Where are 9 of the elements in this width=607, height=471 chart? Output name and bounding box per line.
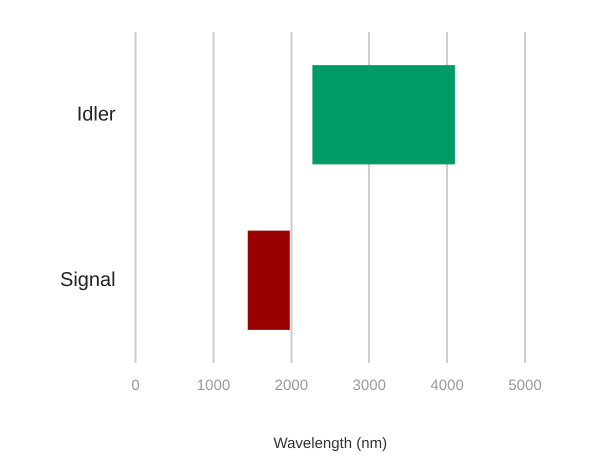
x-tick-label: 5000 [508,377,542,394]
x-tick-label: 3000 [352,377,386,394]
x-tick-label: 2000 [274,377,308,394]
x-tick-label: 0 [131,377,140,394]
y-tick-label: Idler [76,103,116,126]
x-tick-label: 4000 [430,377,464,394]
x-axis-title: Wavelength (nm) [273,435,388,452]
x-tick-label: 1000 [196,377,230,394]
y-tick-label: Signal [60,268,116,291]
